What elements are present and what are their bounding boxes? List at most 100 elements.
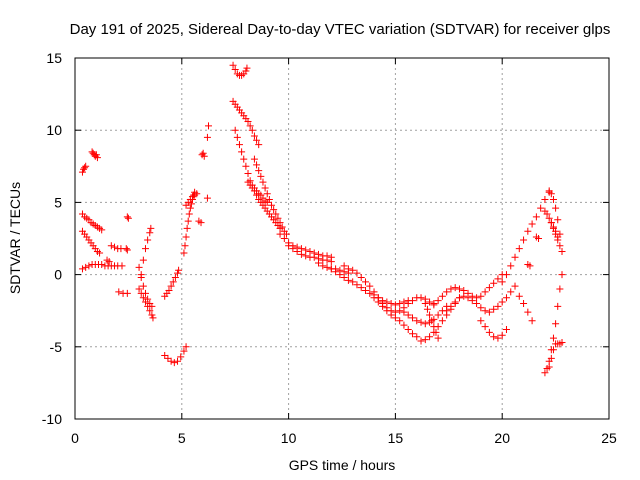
data-point [253, 191, 261, 199]
series-ak [443, 292, 506, 316]
series-g [103, 256, 113, 266]
x-axis-label: GPS time / hours [289, 457, 396, 473]
data-point [200, 152, 208, 160]
data-point [167, 282, 175, 290]
data-point [451, 284, 459, 292]
series-b [88, 148, 101, 162]
data-point [426, 333, 434, 341]
data-point [139, 256, 147, 264]
data-point [421, 336, 429, 344]
data-point [511, 282, 519, 290]
data-point [274, 214, 282, 222]
data-point [490, 333, 498, 341]
series-d [78, 227, 104, 257]
data-point [430, 323, 438, 331]
data-point [558, 338, 566, 346]
data-point [244, 170, 252, 178]
data-point [248, 126, 256, 134]
data-point [250, 132, 258, 140]
data-point [552, 204, 560, 212]
data-point [165, 286, 173, 294]
data-point [498, 298, 506, 306]
data-point [547, 354, 555, 362]
data-point [146, 307, 154, 315]
y-tick-label: -10 [42, 411, 62, 427]
data-point [485, 284, 493, 292]
data-point [413, 317, 421, 325]
data-point [265, 196, 273, 204]
data-point [353, 269, 361, 277]
series-p [180, 188, 199, 257]
data-point [276, 230, 284, 238]
data-point [485, 308, 493, 316]
data-point [552, 230, 560, 238]
data-point [107, 242, 115, 250]
data-point [203, 194, 211, 202]
data-point [246, 122, 254, 130]
series-n [161, 266, 183, 300]
data-point [404, 297, 412, 305]
data-point [297, 250, 305, 258]
data-point [193, 190, 201, 198]
data-point [148, 311, 156, 319]
data-point [423, 305, 431, 313]
data-point [413, 333, 421, 341]
series-m [135, 285, 157, 322]
data-point [93, 154, 101, 162]
data-point [257, 172, 265, 180]
data-point [507, 288, 515, 296]
data-point [481, 307, 489, 315]
data-point [123, 213, 131, 221]
series-a [78, 162, 90, 176]
data-point [391, 301, 399, 309]
data-point [387, 299, 395, 307]
data-point [515, 292, 523, 300]
data-point [366, 289, 374, 297]
data-point [408, 330, 416, 338]
data-point [92, 151, 100, 159]
data-point [490, 279, 498, 287]
data-point [547, 219, 555, 227]
data-point [549, 346, 557, 354]
data-point [146, 229, 154, 237]
data-point [255, 167, 263, 175]
data-point [105, 258, 113, 266]
data-point [434, 311, 442, 319]
data-point [233, 133, 241, 141]
series-ap [532, 233, 543, 242]
series-h [123, 213, 132, 222]
series-f [107, 242, 125, 253]
data-point [554, 302, 562, 310]
grid [75, 58, 609, 419]
data-point [545, 363, 553, 371]
data-point [235, 141, 243, 149]
data-point [498, 278, 506, 286]
data-point [180, 249, 188, 257]
data-point [502, 294, 510, 302]
data-point [400, 298, 408, 306]
data-point [255, 141, 263, 149]
data-point [184, 217, 192, 225]
series-av [545, 338, 566, 371]
series-s [198, 149, 208, 160]
data-point [169, 278, 177, 286]
data-point [85, 262, 93, 270]
data-point [250, 187, 258, 195]
data-point [167, 357, 175, 365]
data-point [98, 260, 106, 268]
series-j [115, 288, 131, 297]
data-point [268, 201, 276, 209]
series-c [78, 210, 106, 234]
y-tick-label: 5 [54, 194, 62, 210]
data-point [481, 323, 489, 331]
axis-ticks: 0 5 10 15 20 25 -10 -5 0 5 10 15 [42, 50, 617, 446]
data-point [182, 233, 190, 241]
data-point [438, 292, 446, 300]
data-point [477, 304, 485, 312]
data-point [532, 213, 540, 221]
data-point [344, 276, 352, 284]
data-point [323, 256, 331, 264]
data-point [240, 155, 248, 163]
data-point [430, 299, 438, 307]
